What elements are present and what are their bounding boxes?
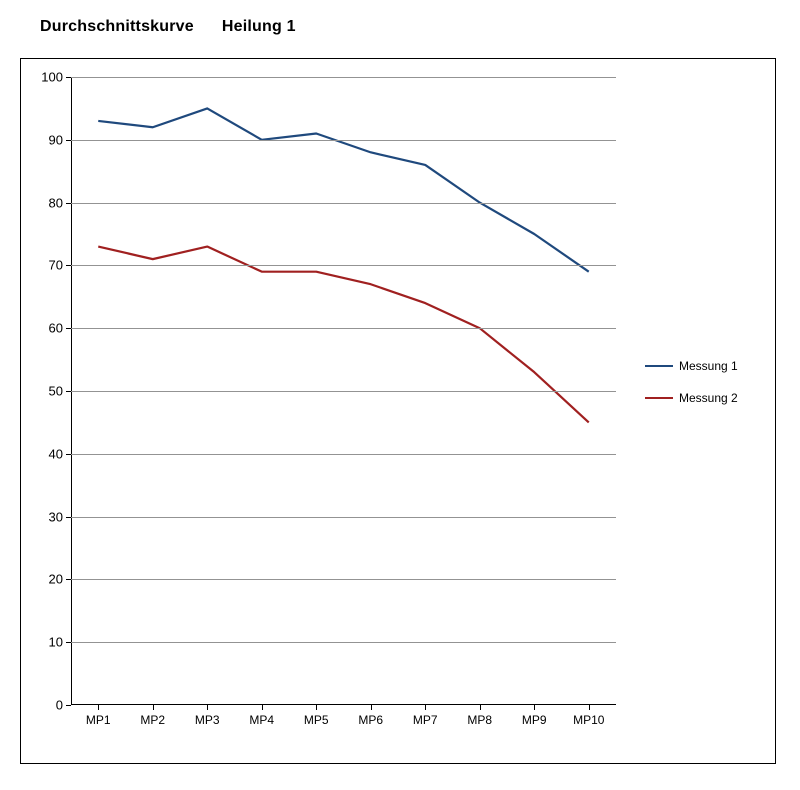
y-tick-label: 70 [49,258,63,273]
plot-area: 0102030405060708090100MP1MP2MP3MP4MP5MP6… [71,77,616,705]
x-tick-label: MP6 [358,713,383,727]
x-tick [153,705,154,710]
gridline [71,579,616,580]
x-tick [534,705,535,710]
gridline [71,642,616,643]
page: Durchschnittskurve Heilung 1 0 10 20 30 40 50 6… [0,0,800,790]
legend-item: Messung 2 [645,391,738,405]
gridline [71,265,616,266]
legend-label: Messung 2 [679,391,738,405]
gridline [71,140,616,141]
y-tick-label: 100 [41,70,63,85]
legend-swatch [645,397,673,399]
y-tick-label: 50 [49,384,63,399]
x-tick [371,705,372,710]
legend-label: Messung 1 [679,359,738,373]
gridline [71,328,616,329]
x-tick [480,705,481,710]
x-tick-label: MP1 [86,713,111,727]
chart-title: Durchschnittskurve Heilung 1 [40,18,296,36]
x-tick-label: MP2 [140,713,165,727]
y-tick [66,265,71,266]
x-tick [98,705,99,710]
legend-swatch [645,365,673,367]
y-tick-label: 90 [49,132,63,147]
y-tick-label: 80 [49,195,63,210]
y-tick [66,328,71,329]
y-tick [66,391,71,392]
chart-title-part2: Heilung 1 [222,18,296,35]
y-tick [66,203,71,204]
x-tick [589,705,590,710]
gridline [71,77,616,78]
y-tick [66,77,71,78]
x-tick-label: MP10 [573,713,604,727]
legend: Messung 1 Messung 2 [645,359,738,423]
x-tick-label: MP9 [522,713,547,727]
y-tick [66,642,71,643]
y-tick-label: 60 [49,321,63,336]
y-tick-label: 30 [49,509,63,524]
y-tick [66,705,71,706]
x-tick [425,705,426,710]
x-tick-label: MP3 [195,713,220,727]
y-tick [66,579,71,580]
legend-item: Messung 1 [645,359,738,373]
chart-frame: 0 10 20 30 40 50 60 70 80 90 100 MP1 MP2 MP3 MP4 MP5 MP6… [20,58,776,764]
x-tick-label: MP5 [304,713,329,727]
gridline [71,517,616,518]
gridline [71,454,616,455]
y-tick [66,140,71,141]
x-tick [262,705,263,710]
y-tick-label: 0 [56,698,63,713]
chart-title-part1: Durchschnittskurve [40,18,194,35]
x-tick-label: MP4 [249,713,274,727]
x-tick-label: MP8 [467,713,492,727]
y-tick [66,454,71,455]
series-line [98,108,589,271]
x-tick-label: MP7 [413,713,438,727]
y-tick-label: 10 [49,635,63,650]
x-tick [207,705,208,710]
y-tick-label: 20 [49,572,63,587]
y-tick [66,517,71,518]
gridline [71,391,616,392]
x-tick [316,705,317,710]
y-tick-label: 40 [49,446,63,461]
series-line [98,247,589,423]
gridline [71,203,616,204]
